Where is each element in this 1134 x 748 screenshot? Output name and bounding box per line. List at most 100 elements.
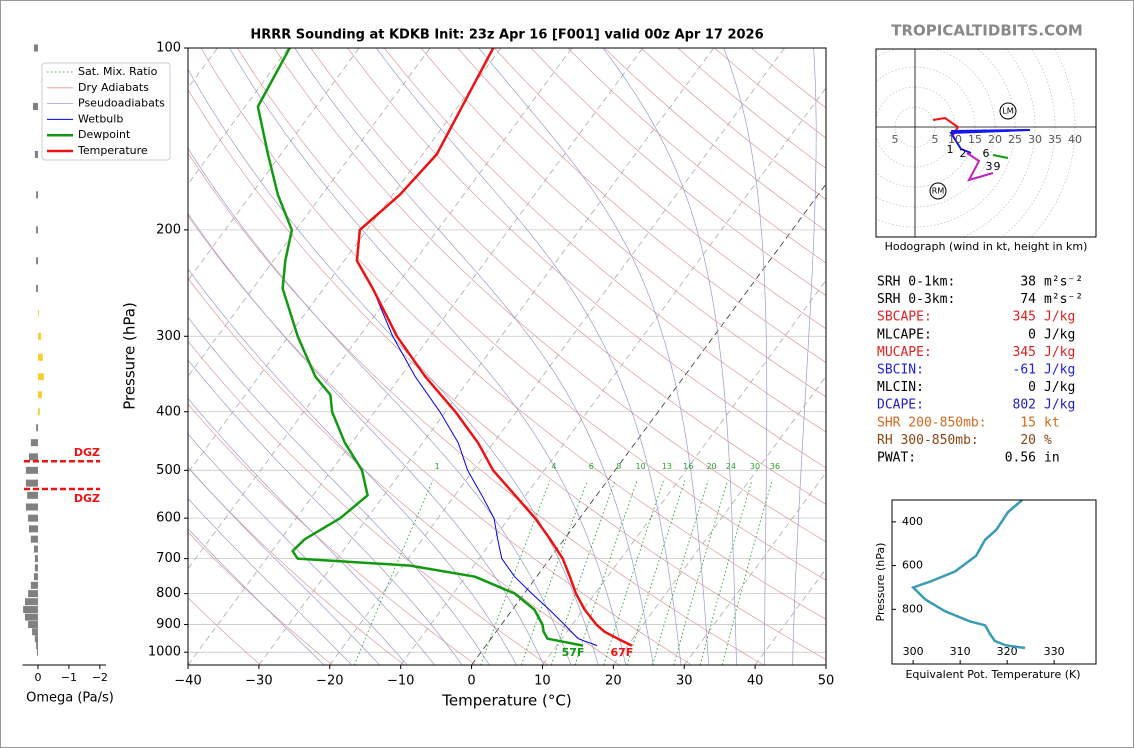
index-value: 74 [1020, 292, 1036, 307]
omega-bar [33, 103, 38, 111]
omega-bar [25, 503, 38, 511]
height-label: 6 [983, 147, 990, 160]
isotherm [188, 48, 644, 665]
y-tick-label: 900 [156, 617, 181, 632]
isotherm [258, 48, 714, 665]
mixing-ratio-label: 30 [750, 462, 760, 471]
index-label: MUCAPE: [877, 345, 932, 360]
chart-title: HRRR Sounding at KDKB Init: 23z Apr 16 [… [250, 28, 763, 43]
legend-label: Pseudoadiabats [78, 97, 165, 110]
x-tick-label: −1 [61, 671, 77, 684]
ring-label: 5 [892, 133, 899, 146]
dry-adiabat [494, 48, 826, 330]
index-value: 0 [1028, 380, 1036, 395]
pseudoadiabat [375, 48, 682, 665]
mixing-ratio-line [480, 480, 551, 665]
thetae-frame [891, 499, 1097, 665]
y-tick-label: 400 [156, 404, 181, 419]
index-value: 345 [1013, 310, 1036, 325]
index-unit: m²s⁻² [1044, 275, 1083, 290]
x-axis-label: Temperature (°C) [441, 692, 571, 710]
ring-label: 15 [968, 133, 982, 146]
isotherm [188, 48, 431, 378]
mixing-ratio-line [603, 480, 664, 665]
dgz-label: DGZ [74, 446, 100, 459]
omega-bar [37, 309, 39, 317]
omega-bar [34, 150, 38, 158]
omega-bar [28, 621, 38, 629]
pseudoadiabat [188, 68, 599, 665]
index-value: 20 [1020, 433, 1036, 448]
ring-label: 20 [988, 133, 1002, 146]
y-tick-label: 700 [156, 551, 181, 566]
pseudoadiabat [188, 433, 408, 665]
mixing-ratio-label: 24 [726, 462, 736, 471]
omega-bar [37, 408, 40, 416]
mixing-ratio-label: 6 [589, 462, 594, 471]
omega-bar [37, 648, 38, 656]
dry-adiabat [237, 48, 826, 581]
index-value: 0 [1028, 327, 1036, 342]
hodograph-frame [875, 48, 1097, 238]
index-label: SHR 200-850mb: [877, 415, 987, 430]
hodograph-line [966, 152, 994, 182]
mixing-ratio-line [673, 480, 729, 665]
pseudoadiabat [188, 359, 463, 665]
dry-adiabat [273, 48, 826, 543]
dry-adiabat [188, 403, 477, 665]
omega-bar [28, 453, 38, 461]
x-tick-label: 50 [818, 674, 835, 689]
x-tick-label: 320 [997, 645, 1018, 658]
x-tick-label: −40 [174, 674, 201, 689]
omega-bar [36, 642, 38, 650]
y-axis-label: Pressure (hPa) [121, 302, 139, 410]
mixing-ratio-line [574, 480, 638, 665]
x-tick-label: −10 [387, 674, 414, 689]
index-unit: kt [1044, 415, 1060, 430]
pseudoadiabat [723, 48, 768, 665]
hodograph-line [992, 154, 1009, 159]
ring-label: 10 [948, 133, 962, 146]
x-tick-label: 0 [34, 671, 41, 684]
pseudoadiabat [188, 466, 380, 665]
mixing-ratio-label: 16 [683, 462, 693, 471]
y-tick-label: 500 [156, 463, 181, 478]
omega-bar [36, 424, 38, 432]
y-tick-label: 800 [902, 602, 923, 615]
x-tick-label: 300 [903, 645, 924, 658]
y-tick-label: 400 [902, 515, 923, 528]
index-unit: J/kg [1044, 310, 1075, 325]
mixing-ratio-label: 1 [435, 462, 440, 471]
isotherm [329, 48, 785, 665]
mixing-ratio-label: 13 [662, 462, 672, 471]
dry-adiabat [200, 48, 826, 620]
omega-bar [37, 332, 42, 340]
dry-adiabat [347, 48, 826, 469]
y-tick-label: 1000 [148, 645, 181, 660]
mixing-ratio-line [626, 480, 686, 665]
ring-label: 5 [932, 133, 939, 146]
index-label: SRH 0-1km: [877, 275, 955, 290]
ring-label: 35 [1048, 133, 1062, 146]
omega-bar [28, 514, 38, 522]
legend-label: Dewpoint [78, 128, 131, 141]
isotherm [188, 48, 573, 570]
thetae-plot [910, 500, 1026, 650]
omega-bar [34, 635, 38, 643]
omega-bar [28, 590, 38, 598]
brand: TROPICALTIDBITS.COM [891, 22, 1083, 40]
mixing-ratio-label: 10 [636, 462, 646, 471]
x-tick-label: 20 [605, 674, 622, 689]
ring-label: 25 [1008, 133, 1022, 146]
y-tick-label: 200 [156, 222, 181, 237]
omega-bar [33, 545, 38, 553]
omega-bar [33, 44, 38, 52]
mixing-ratio-label: 4 [551, 462, 556, 471]
index-unit: J/kg [1044, 380, 1075, 395]
legend-box [41, 62, 171, 161]
index-label: DCAPE: [877, 398, 924, 413]
omega-bar [24, 598, 38, 606]
isotherm [542, 279, 826, 665]
mixing-ratio-line [721, 480, 773, 665]
